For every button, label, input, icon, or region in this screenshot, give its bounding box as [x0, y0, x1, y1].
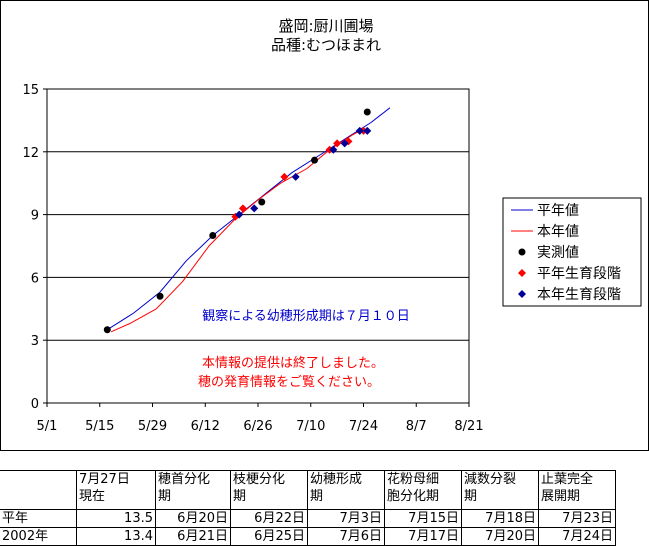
x-tick-label: 5/15 — [85, 419, 114, 434]
series-layer — [103, 107, 391, 334]
data-point — [333, 139, 342, 148]
legend-label: 実測値 — [537, 245, 579, 261]
data-point — [280, 172, 289, 181]
x-tick-label: 8/7 — [406, 419, 427, 434]
table-header-cell: 7月27日 現在 — [76, 470, 156, 510]
table-header-cell: 減数分裂 期 — [461, 470, 539, 510]
data-point — [209, 232, 217, 240]
table-header-cell — [0, 470, 77, 510]
y-tick-label: 15 — [22, 83, 39, 98]
grid-lines — [47, 151, 469, 341]
annotation-service-ended: 本情報の提供は終了しました。 — [202, 355, 384, 371]
annotation-see-panicle-info: 穂の発育情報をご覧ください。 — [198, 374, 380, 390]
table-cell: 6月22日 — [230, 509, 308, 528]
y-tick-label: 0 — [31, 397, 39, 412]
data-point — [235, 210, 244, 219]
x-axis: 5/1 5/15 5/29 6/12 6/26 7/10 7/24 8/7 8/21 — [37, 403, 484, 434]
table-row: 2002年 13.4 6月21日 6月25日 7月6日 7月17日 7月20日 7月24日 — [0, 527, 616, 546]
legend-label: 平年値 — [537, 203, 579, 219]
y-tick-label: 9 — [31, 209, 39, 224]
table-header-cell: 止葉完全 展開期 — [538, 470, 616, 510]
data-point — [363, 108, 371, 116]
x-tick-label: 8/21 — [454, 419, 483, 434]
legend-swatch — [518, 248, 526, 256]
table-cell: 7月17日 — [384, 527, 462, 546]
table-header-cell: 花粉母細 胞分化期 — [384, 470, 462, 510]
table-cell: 7月3日 — [307, 509, 385, 528]
legend-label: 本年値 — [537, 224, 579, 240]
data-point — [238, 204, 247, 213]
growth-stage-table: 7月27日 現在 穂首分化 期枝梗分化 期幼穂形成 期花粉母細 胞分化期 減数分裂 … — [0, 470, 616, 546]
table-cell: 7月6日 — [307, 527, 385, 546]
chart-title: 盛岡:厨川圃場 — [278, 17, 373, 35]
annotation-observed-date: 観察による幼穂形成期は７月１０日 — [202, 309, 410, 324]
table-cell: 7月23日 — [538, 509, 616, 528]
legend-swatch — [518, 290, 526, 298]
table-header-cell: 穂首分化 期 — [155, 470, 231, 510]
data-point — [250, 204, 259, 213]
table-cell: 2002年 — [0, 527, 77, 546]
table-cell: 6月21日 — [155, 527, 231, 546]
x-tick-label: 7/10 — [296, 419, 325, 434]
y-axis: 0 3 6 9 12 15 — [22, 83, 47, 412]
chart-subtitle: 品種:むつほまれ — [271, 36, 381, 54]
x-tick-label: 6/12 — [191, 419, 220, 434]
data-point — [329, 145, 338, 154]
table-cell: 13.4 — [76, 527, 156, 546]
data-point — [311, 156, 319, 164]
table-cell: 6月25日 — [230, 527, 308, 546]
table-row: 平年 13.5 6月20日 6月22日 7月3日 7月15日 7月18日 7月23日 — [0, 509, 616, 528]
chart-canvas: 盛岡:厨川圃場 品種:むつほまれ 0 3 6 9 12 15 5/1 5/15 5/29 6/1… — [22, 17, 642, 434]
table-cell: 7月20日 — [461, 527, 539, 546]
legend-box — [502, 197, 642, 307]
data-point — [363, 126, 372, 135]
x-tick-label: 6/26 — [243, 419, 272, 434]
table-cell: 7月15日 — [384, 509, 462, 528]
data-point — [355, 126, 364, 135]
data-point — [291, 172, 300, 181]
y-tick-label: 6 — [31, 271, 39, 286]
x-tick-label: 7/24 — [349, 419, 378, 434]
legend-swatch — [518, 269, 526, 277]
table-cell: 平年 — [0, 509, 77, 528]
data-point — [340, 139, 349, 148]
legend-label: 平年生育段階 — [537, 266, 621, 282]
chart-frame: 盛岡:厨川圃場 品種:むつほまれ 0 3 6 9 12 15 5/1 5/15 5/29 6/1… — [0, 0, 649, 451]
table-cell: 7月18日 — [461, 509, 539, 528]
legend-label: 本年生育段階 — [537, 287, 621, 303]
table-cell: 13.5 — [76, 509, 156, 528]
data-point — [258, 198, 266, 206]
x-tick-label: 5/29 — [138, 419, 167, 434]
x-tick-label: 5/1 — [37, 419, 58, 434]
table-header-cell: 枝梗分化 期 — [230, 470, 308, 510]
series-2 — [103, 108, 371, 334]
table-header-row: 7月27日 現在 穂首分化 期枝梗分化 期幼穂形成 期花粉母細 胞分化期 減数分裂 … — [0, 470, 616, 510]
table-cell: 6月20日 — [155, 509, 231, 528]
series-4 — [235, 126, 372, 219]
data-point — [103, 326, 111, 334]
data-point — [156, 292, 164, 300]
table-cell: 7月24日 — [538, 527, 616, 546]
y-tick-label: 12 — [22, 146, 39, 161]
y-tick-label: 3 — [31, 334, 39, 349]
plot-area — [46, 88, 470, 404]
table-header-cell: 幼穂形成 期 — [307, 470, 385, 510]
